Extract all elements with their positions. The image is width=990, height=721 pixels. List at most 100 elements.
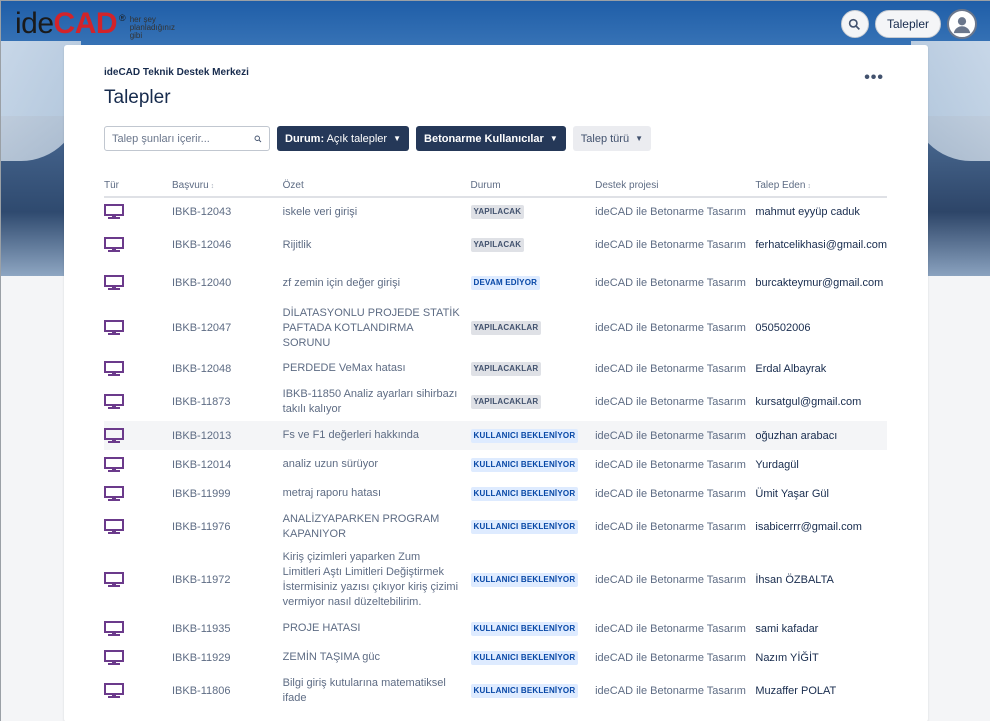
request-key[interactable]: IBKB-11873 [171, 396, 231, 408]
col-reporter[interactable]: Talep Eden ↕ [755, 175, 887, 198]
status-badge: KULLANICI BEKLENİYOR [470, 520, 579, 534]
requests-button[interactable]: Talepler [874, 10, 941, 38]
request-summary[interactable]: DİLATASYONLU PROJEDE STATİK PAFTADA KOTL… [282, 306, 460, 349]
reporter-cell: sami kafadar [755, 622, 819, 635]
search-icon [849, 18, 861, 30]
request-summary[interactable]: Fs ve F1 değerleri hakkında [282, 421, 471, 450]
table-row[interactable]: IBKB-11972 Kiriş çizimleri yaparken Zum L… [104, 546, 887, 614]
request-key[interactable]: IBKB-11972 [171, 574, 231, 586]
sort-icon: ↕ [807, 183, 811, 190]
request-summary[interactable]: iskele veri girişi [282, 205, 358, 218]
table-row[interactable]: IBKB-12013 Fs ve F1 değerleri hakkında KUL… [104, 421, 887, 450]
status-cell: KULLANICI BEKLENİYOR [470, 479, 596, 508]
search-field[interactable] [104, 126, 270, 151]
table-row[interactable]: IBKB-12048 PERDEDE VeMax hatası YAPILACAKL… [104, 354, 887, 383]
chevron-down-icon: ▼ [635, 134, 643, 143]
project-cell: ideCAD ile Betonarme Tasarım [595, 651, 746, 664]
type-cell [104, 508, 172, 546]
request-key[interactable]: IBKB-11999 [171, 487, 231, 500]
project-cell: ideCAD ile Betonarme Tasarım [595, 421, 756, 450]
chevron-down-icon: ▼ [549, 134, 558, 143]
type-cell [104, 226, 172, 264]
status-badge: KULLANICI BEKLENİYOR [470, 457, 579, 472]
table-row[interactable]: IBKB-11929 ZEMİN TAŞIMA güc KULLANICI BEKL… [104, 643, 887, 672]
status-badge: YAPILACAKLAR [470, 395, 542, 409]
monitor-icon [104, 394, 124, 409]
status-filter-button[interactable]: Durum: Açık talepler ▼ [277, 126, 410, 151]
monitor-icon [104, 683, 124, 698]
reporter-cell: Ümit Yaşar Gül [755, 487, 829, 500]
table-row[interactable]: IBKB-11873 IBKB-11850 Analiz ayarları sih… [104, 383, 887, 421]
request-key[interactable]: IBKB-11806 [171, 685, 231, 697]
request-summary[interactable]: PROJE HATASI [282, 622, 361, 634]
request-summary[interactable]: metraj raporu hatası [282, 487, 382, 499]
col-reporter-label: Talep Eden [755, 180, 806, 191]
col-summary: Özet [282, 175, 471, 198]
request-summary[interactable]: IBKB-11850 Analiz ayarları sihirbazı tak… [282, 388, 458, 415]
status-badge: YAPILACAK [470, 238, 525, 252]
request-key[interactable]: IBKB-11976 [171, 521, 231, 533]
request-summary[interactable]: Kiriş çizimleri yaparken Zum Limitleri A… [282, 551, 459, 608]
breadcrumb[interactable]: ideCAD Teknik Destek Merkezi [104, 67, 249, 78]
status-cell: DEVAM EDİYOR [470, 264, 596, 302]
request-summary[interactable]: ANALİZYAPARKEN PROGRAM KAPANIYOR [282, 513, 440, 540]
request-key[interactable]: IBKB-12047 [171, 322, 232, 334]
request-key[interactable]: IBKB-12014 [171, 458, 232, 471]
request-summary[interactable]: PERDEDE VeMax hatası [282, 362, 406, 374]
project-cell: ideCAD ile Betonarme Tasarım [595, 239, 746, 251]
search-input[interactable] [112, 132, 254, 145]
table-row[interactable]: IBKB-11976 ANALİZYAPARKEN PROGRAM KAPANIY… [104, 508, 887, 546]
request-key[interactable]: IBKB-11929 [171, 651, 231, 664]
table-row[interactable]: IBKB-11999 metraj raporu hatası KULLANICI … [104, 479, 887, 508]
monitor-icon [104, 237, 124, 252]
type-cell [104, 614, 172, 643]
reporter-cell: Erdal Albayrak [755, 362, 827, 375]
project-filter-button[interactable]: Betonarme Kullanıcılar ▼ [416, 126, 566, 151]
request-summary[interactable]: analiz uzun sürüyor [282, 458, 379, 470]
monitor-icon [104, 572, 124, 587]
reporter-cell: kursatgul@gmail.com [755, 396, 862, 408]
search-icon [254, 135, 262, 142]
table-row[interactable]: IBKB-12014 analiz uzun sürüyor KULLANICI B… [104, 450, 887, 479]
monitor-icon [104, 456, 124, 472]
main-panel: ideCAD Teknik Destek Merkezi ••• Taleple… [64, 45, 928, 721]
status-cell: KULLANICI BEKLENİYOR [470, 672, 596, 710]
table-row[interactable]: IBKB-12043 iskele veri girişi YAPILACAK ide… [104, 197, 887, 226]
request-key[interactable]: IBKB-11935 [171, 622, 231, 635]
type-filter-label: Talep türü [580, 132, 630, 145]
table-row[interactable]: IBKB-11935 PROJE HATASI KULLANICI BEKLENİY… [104, 614, 887, 643]
more-actions-button[interactable]: ••• [864, 69, 884, 86]
logo-cad: CAD [53, 7, 118, 40]
monitor-icon [104, 204, 124, 219]
status-badge: YAPILACAKLAR [470, 321, 542, 335]
status-badge: KULLANICI BEKLENİYOR [470, 684, 579, 698]
request-key[interactable]: IBKB-12043 [171, 206, 232, 218]
status-badge: KULLANICI BEKLENİYOR [470, 486, 579, 501]
sort-icon: ↕ [210, 183, 215, 190]
request-key[interactable]: IBKB-12040 [171, 277, 232, 289]
type-cell [104, 450, 172, 479]
request-summary[interactable]: zf zemin için değer girişi [282, 276, 401, 289]
idecad-logo[interactable]: ide CAD ® her şey planladığınız gibi [15, 7, 184, 41]
request-key[interactable]: IBKB-12048 [171, 362, 232, 375]
search-button[interactable] [840, 10, 869, 38]
col-type: Tür [104, 175, 172, 198]
col-key[interactable]: Başvuru ↕ [171, 175, 283, 198]
logo-reg: ® [119, 13, 126, 23]
request-summary[interactable]: ZEMİN TAŞIMA güc [282, 651, 381, 663]
request-key[interactable]: IBKB-12013 [171, 421, 283, 450]
type-cell [104, 643, 172, 672]
reporter-cell: mahmut eyyüp caduk [755, 206, 860, 218]
request-key[interactable]: IBKB-12046 [171, 239, 232, 251]
request-summary[interactable]: Rijitlik [282, 238, 312, 251]
type-filter-button[interactable]: Talep türü ▼ [572, 126, 651, 151]
monitor-icon [104, 275, 124, 290]
table-row[interactable]: IBKB-12047 DİLATASYONLU PROJEDE STATİK PA… [104, 302, 887, 354]
monitor-icon [104, 519, 124, 534]
table-row[interactable]: IBKB-12046 Rijitlik YAPILACAK ideCAD ile Be… [104, 226, 887, 264]
table-row[interactable]: IBKB-11806 Bilgi giriş kutularına matemat… [104, 672, 887, 710]
request-summary[interactable]: Bilgi giriş kutularına matematiksel ifad… [282, 677, 446, 704]
user-avatar[interactable] [947, 9, 977, 39]
table-row[interactable]: IBKB-12040 zf zemin için değer girişi DEVA… [104, 264, 887, 302]
status-badge: KULLANICI BEKLENİYOR [470, 428, 579, 443]
